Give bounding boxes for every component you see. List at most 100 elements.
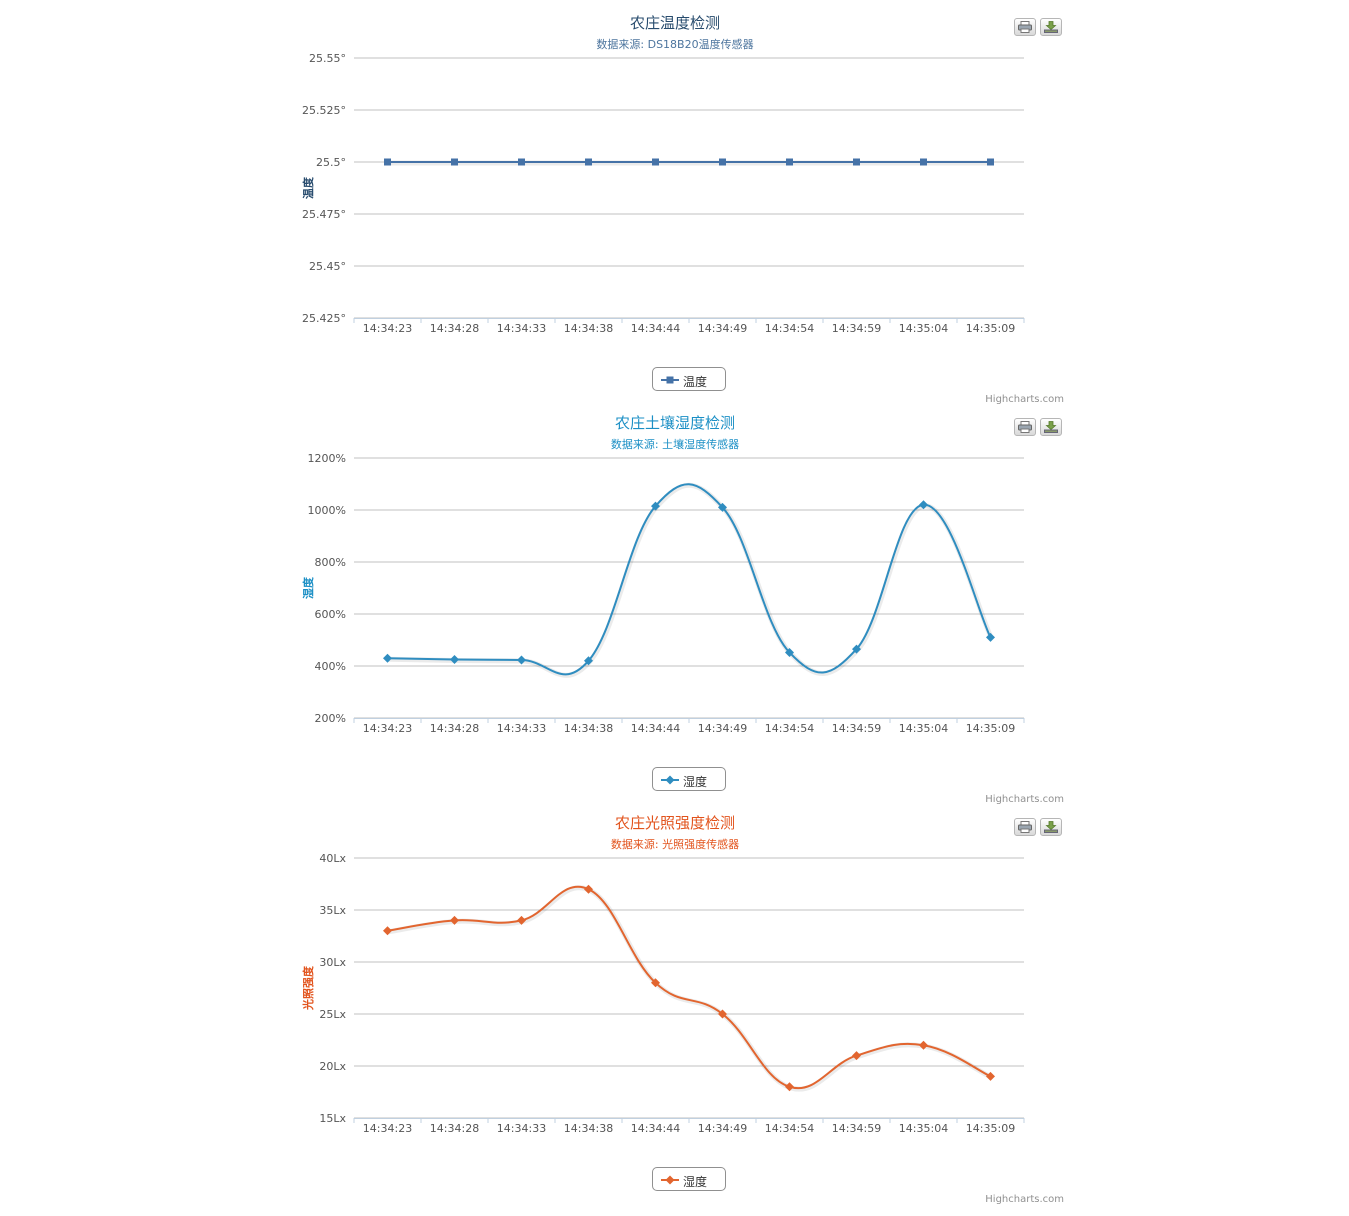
y-axis-title: 温度 [301,176,315,199]
data-point[interactable] [853,158,860,166]
legend-symbol [661,376,679,384]
x-tick-label: 14:34:28 [430,1122,479,1135]
data-point[interactable] [585,158,592,166]
x-tick-label: 14:34:49 [698,1122,747,1135]
data-point[interactable] [450,915,459,925]
print-button[interactable] [1014,418,1036,436]
print-icon [1018,421,1032,433]
series-line[interactable] [387,483,992,676]
data-point[interactable] [986,632,995,642]
x-tick-label: 14:34:59 [832,1122,881,1135]
data-point[interactable] [651,978,660,988]
print-button[interactable] [1014,18,1036,36]
y-tick-label: 400% [315,660,346,673]
x-tick-label: 14:35:09 [966,722,1015,735]
highcharts-credits-link[interactable]: Highcharts.com [985,394,1064,405]
y-tick-label: 25.5° [316,156,346,169]
y-tick-label: 30Lx [319,956,346,969]
data-point[interactable] [384,158,391,166]
data-point[interactable] [652,158,659,166]
legend-label: 湿度 [683,1175,708,1189]
data-point[interactable] [986,1071,995,1081]
data-point[interactable] [584,884,593,894]
data-point[interactable] [383,653,392,663]
x-tick-label: 14:34:38 [564,1122,613,1135]
x-tick-label: 14:34:28 [430,322,479,335]
data-point[interactable] [919,1040,928,1050]
y-tick-label: 40Lx [319,852,346,865]
data-point[interactable] [785,1082,794,1092]
x-tick-label: 14:34:54 [765,322,814,335]
data-point[interactable] [718,502,727,512]
data-point[interactable] [919,500,928,510]
x-tick-label: 14:34:49 [698,322,747,335]
x-tick-label: 14:35:09 [966,1122,1015,1135]
series-line-shadow [388,482,994,678]
download-button[interactable] [1040,818,1062,836]
print-icon [1018,821,1032,833]
x-tick-label: 14:35:09 [966,322,1015,335]
x-tick-label: 14:35:04 [899,1122,948,1135]
data-point[interactable] [718,1009,727,1019]
x-tick-label: 14:35:04 [899,722,948,735]
legend-item[interactable]: 湿度 [652,767,726,791]
x-tick-label: 14:34:23 [363,722,412,735]
data-point[interactable] [450,655,459,664]
x-tick-label: 14:34:33 [497,722,546,735]
x-tick-label: 14:34:23 [363,322,412,335]
y-tick-label: 25.425° [302,312,346,325]
chart-plot: 25.425° 25.45° 25.475° 25.5° 25.525° 25.55° 14… [301,52,1025,335]
x-tick-label: 14:34:54 [765,1122,814,1135]
data-point[interactable] [786,158,793,166]
x-tick-label: 14:34:38 [564,322,613,335]
y-tick-label: 25.55° [309,52,346,65]
y-tick-label: 25.45° [309,260,346,273]
y-tick-label: 200% [315,712,346,725]
y-axis-title: 湿度 [301,576,315,599]
x-tick-label: 14:34:54 [765,722,814,735]
download-icon [1044,21,1058,33]
download-button[interactable] [1040,18,1062,36]
y-tick-label: 25.475° [302,208,346,221]
y-tick-label: 25.525° [302,104,346,117]
data-point[interactable] [785,647,794,657]
data-point[interactable] [517,655,526,665]
data-point[interactable] [451,158,458,166]
data-point[interactable] [852,1051,861,1061]
highcharts-credits-link[interactable]: Highcharts.com [985,794,1064,805]
y-tick-label: 25Lx [319,1008,346,1021]
download-icon [1044,821,1058,833]
legend-symbol [661,1175,679,1185]
data-point[interactable] [987,158,994,166]
y-tick-label: 1000% [308,504,346,517]
x-tick-label: 14:34:44 [631,322,680,335]
x-tick-label: 14:34:44 [631,1122,680,1135]
y-tick-label: 35Lx [319,904,346,917]
chart-plot: 200% 400% 600% 800% 1000% 1200% 14:34:23 14:34:… [301,452,1025,735]
data-point[interactable] [518,158,525,166]
highcharts-credits-link[interactable]: Highcharts.com [985,1194,1064,1205]
data-point[interactable] [651,501,660,511]
data-point[interactable] [719,158,726,166]
data-point[interactable] [920,158,927,166]
y-tick-label: 15Lx [319,1112,346,1125]
y-tick-label: 600% [315,608,346,621]
data-point[interactable] [383,926,392,936]
x-tick-label: 14:34:33 [497,322,546,335]
legend-symbol [661,775,679,785]
x-tick-label: 14:34:59 [832,322,881,335]
data-point[interactable] [584,656,593,666]
data-point[interactable] [852,644,861,654]
series-line-shadow [388,885,993,1092]
data-point[interactable] [517,915,526,925]
x-tick-label: 14:35:04 [899,322,948,335]
legend-item[interactable]: 湿度 [652,1167,726,1191]
legend-item[interactable]: 温度 [652,367,726,391]
x-tick-label: 14:34:49 [698,722,747,735]
download-button[interactable] [1040,418,1062,436]
x-tick-label: 14:34:44 [631,722,680,735]
y-tick-label: 20Lx [319,1060,346,1073]
print-button[interactable] [1014,818,1036,836]
series-line[interactable] [387,885,991,1090]
legend-label: 温度 [683,375,708,389]
